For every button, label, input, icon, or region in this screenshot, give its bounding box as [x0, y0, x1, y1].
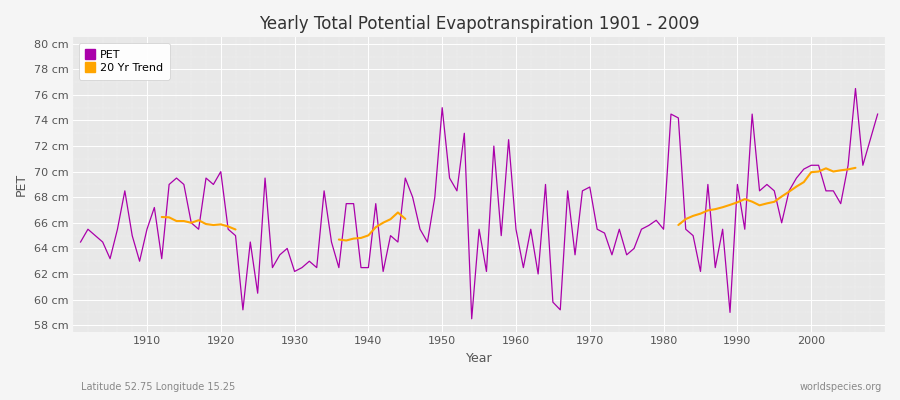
Y-axis label: PET: PET [15, 173, 28, 196]
Text: Latitude 52.75 Longitude 15.25: Latitude 52.75 Longitude 15.25 [81, 382, 235, 392]
X-axis label: Year: Year [466, 352, 492, 365]
Title: Yearly Total Potential Evapotranspiration 1901 - 2009: Yearly Total Potential Evapotranspiratio… [259, 15, 699, 33]
Legend: PET, 20 Yr Trend: PET, 20 Yr Trend [78, 43, 169, 80]
Text: worldspecies.org: worldspecies.org [800, 382, 882, 392]
